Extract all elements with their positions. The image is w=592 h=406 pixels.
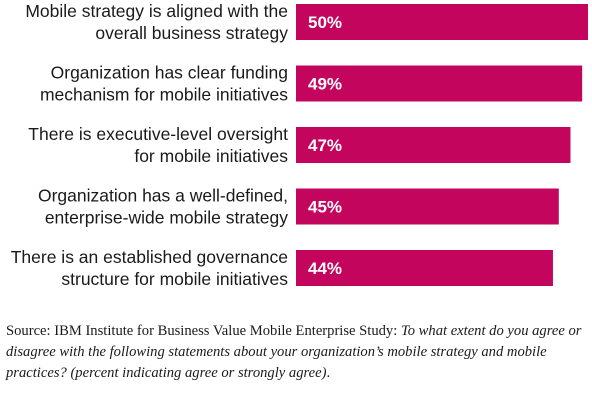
category-label-3: There is executive-level oversight for mo… (28, 124, 288, 166)
source-question: To what extent do you agree or disagree … (6, 323, 582, 381)
category-label-5-line-2: structure for mobile initiatives (61, 269, 288, 289)
value-label-1: 50% (308, 13, 342, 32)
bar-5 (296, 250, 553, 286)
value-labels-layer: 50% 49% 47% 45% 44% (308, 13, 342, 278)
bar-chart: Mobile strategy is aligned with the overa… (11, 1, 588, 289)
category-label-3-line-2: for mobile initiatives (134, 146, 288, 166)
value-label-5: 44% (308, 259, 342, 278)
category-label-5: There is an established governance struct… (11, 247, 289, 289)
bar-1 (296, 4, 588, 40)
category-label-1-line-2: overall business strategy (95, 23, 288, 43)
value-label-2: 49% (308, 75, 342, 94)
source-suffix: . (326, 365, 331, 381)
bar-chart-svg: Mobile strategy is aligned with the overa… (11, 1, 588, 289)
category-label-4: Organization has a well-defined, enterpri… (38, 186, 288, 228)
bars-layer (296, 4, 588, 286)
category-label-3-line-1: There is executive-level oversight (28, 124, 288, 144)
bar-4 (296, 188, 559, 225)
source-prefix: Source: IBM Institute for Business Value… (6, 323, 401, 339)
category-label-2-line-2: mechanism for mobile initiatives (40, 85, 288, 105)
category-label-4-line-1: Organization has a well-defined, (38, 186, 288, 206)
bar-2 (296, 65, 583, 102)
category-label-2-line-1: Organization has clear funding (51, 63, 288, 83)
category-label-1: Mobile strategy is aligned with the overa… (25, 1, 288, 43)
category-label-2: Organization has clear funding mechanism … (40, 63, 288, 105)
category-label-4-line-2: enterprise-wide mobile strategy (45, 208, 288, 228)
category-label-1-line-1: Mobile strategy is aligned with the (25, 1, 288, 21)
value-label-3: 47% (308, 136, 342, 155)
category-label-5-line-1: There is an established governance (11, 247, 288, 267)
value-label-4: 45% (308, 198, 342, 217)
bar-3 (296, 127, 571, 163)
category-labels-layer: Mobile strategy is aligned with the overa… (11, 1, 289, 289)
source-note: Source: IBM Institute for Business Value… (6, 321, 590, 384)
